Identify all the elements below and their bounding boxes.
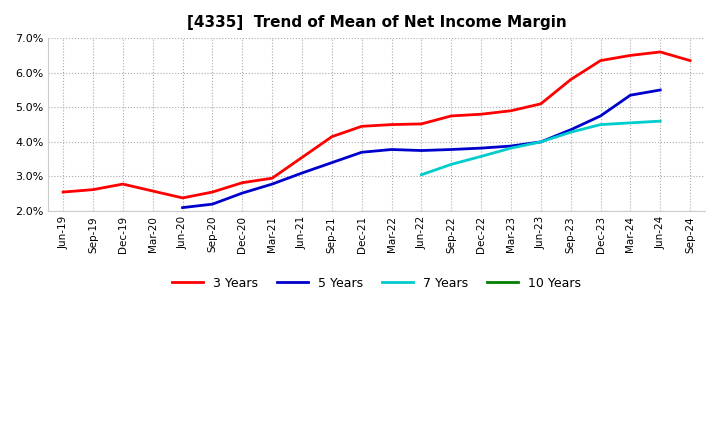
Legend: 3 Years, 5 Years, 7 Years, 10 Years: 3 Years, 5 Years, 7 Years, 10 Years — [167, 272, 586, 295]
Title: [4335]  Trend of Mean of Net Income Margin: [4335] Trend of Mean of Net Income Margi… — [186, 15, 567, 30]
